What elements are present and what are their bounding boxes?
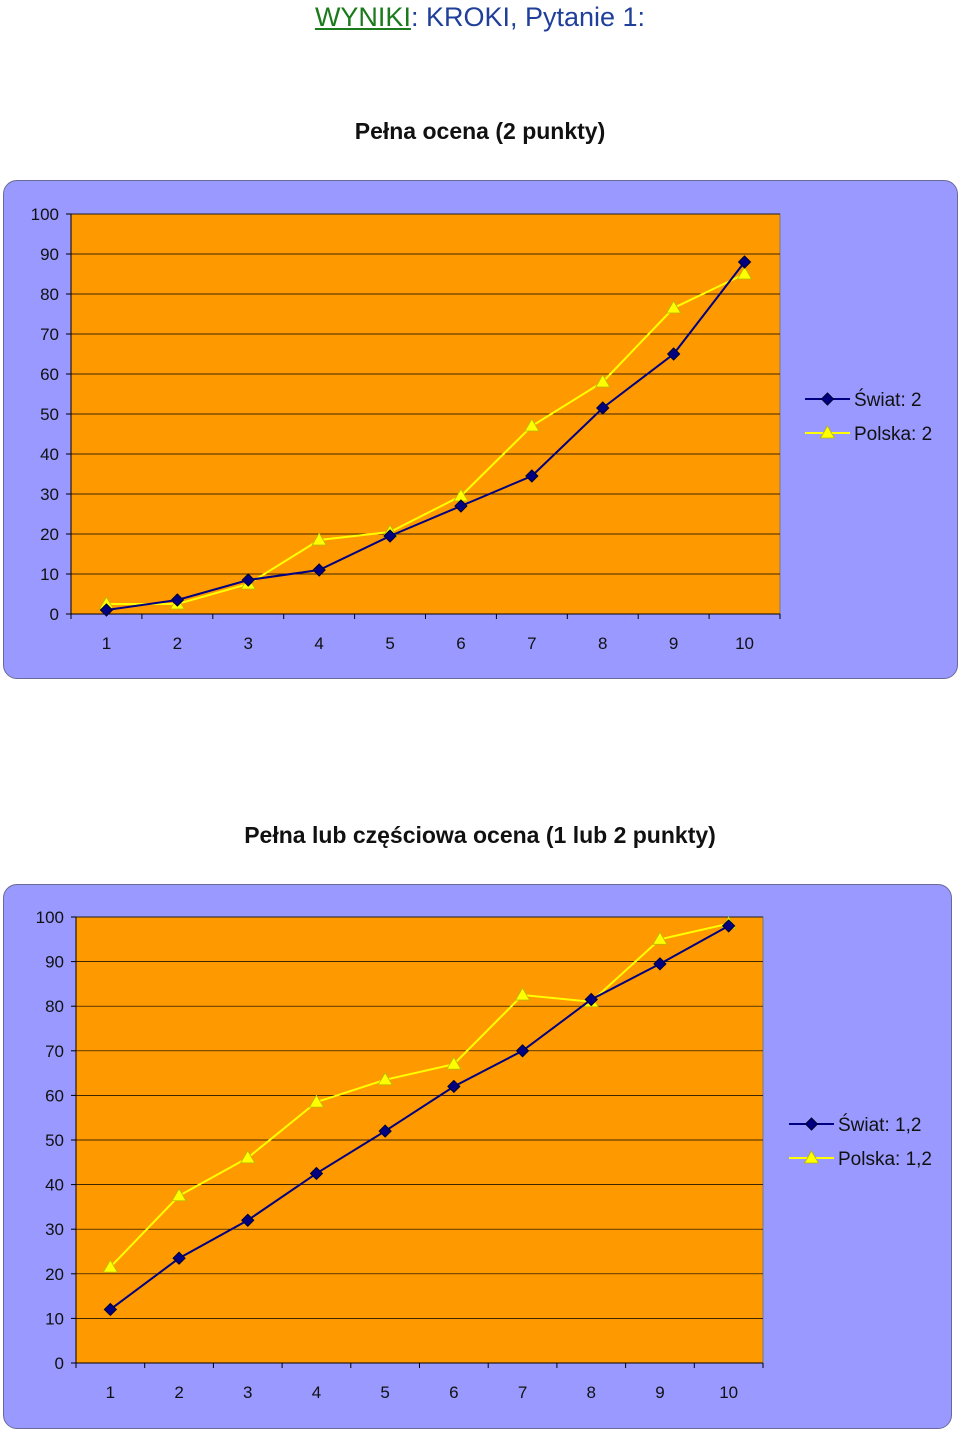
legend-marker-swiat <box>804 1117 819 1131</box>
x-tick-label: 6 <box>449 1383 458 1402</box>
data-point-polska <box>595 374 611 388</box>
data-point-polska <box>311 532 327 546</box>
legend-marker-polska <box>803 1150 820 1164</box>
data-point-swiat <box>721 919 736 933</box>
y-tick-label: 60 <box>45 1086 64 1105</box>
x-tick-label: 10 <box>735 634 754 653</box>
legend-label: Świat: 1,2 <box>838 1114 921 1136</box>
x-tick-label: 3 <box>243 1383 252 1402</box>
y-tick-label: 50 <box>40 405 59 424</box>
data-point-polska <box>171 1187 187 1202</box>
legend-marker-swiat <box>820 392 835 406</box>
data-point-swiat <box>172 1251 186 1265</box>
y-tick-label: 70 <box>40 325 59 344</box>
data-point-polska <box>377 1071 393 1086</box>
y-tick-label: 20 <box>40 525 59 544</box>
x-tick-label: 9 <box>655 1383 664 1402</box>
data-point-swiat <box>241 573 255 587</box>
heading-highlight: WYNIKI <box>314 2 411 32</box>
data-point-swiat <box>241 1213 255 1227</box>
heading-rest: : KROKI, Pytanie 1: <box>410 2 646 32</box>
y-tick-label: 30 <box>40 485 59 504</box>
data-point-swiat <box>666 347 681 361</box>
x-tick-label: 2 <box>173 634 182 653</box>
x-tick-label: 5 <box>380 1383 389 1402</box>
data-point-polska <box>524 418 540 432</box>
data-point-polska <box>446 1056 462 1070</box>
data-point-swiat <box>170 593 185 607</box>
y-tick-label: 80 <box>40 285 59 304</box>
y-tick-label: 30 <box>45 1220 64 1239</box>
x-tick-label: 4 <box>312 1383 321 1402</box>
data-point-polska <box>665 300 682 314</box>
chart-1: 0 10 20 30 40 50 60 70 80 90 100 1 2 3 4 5 6 7 8 9 10 Świat: … <box>31 205 933 653</box>
data-point-swiat <box>378 1124 392 1138</box>
y-tick-label: 80 <box>45 997 64 1016</box>
data-point-swiat <box>309 1166 324 1181</box>
x-tick-label: 8 <box>587 1383 596 1402</box>
data-point-polska <box>514 987 531 1001</box>
y-tick-label: 100 <box>31 205 59 224</box>
data-point-polska <box>240 1150 256 1164</box>
x-tick-label: 8 <box>598 634 607 653</box>
x-tick-label: 9 <box>669 634 678 653</box>
y-tick-label: 70 <box>45 1042 64 1061</box>
x-tick-label: 1 <box>106 1383 115 1402</box>
series-line-polska <box>109 922 729 1268</box>
x-tick-label: 2 <box>174 1383 183 1402</box>
x-tick-label: 7 <box>527 634 536 653</box>
y-tick-label: 0 <box>50 605 59 624</box>
data-point-swiat <box>653 957 667 971</box>
legend-marker-polska <box>819 425 836 439</box>
x-tick-label: 5 <box>385 634 394 653</box>
y-tick-label: 90 <box>40 245 59 264</box>
series-line-swiat <box>109 925 730 1311</box>
y-tick-label: 40 <box>45 1176 64 1195</box>
legend-label: Polska: 2 <box>854 424 932 445</box>
x-tick-label: 1 <box>102 634 111 653</box>
data-point-polska <box>102 1259 119 1273</box>
data-point-swiat <box>99 603 114 617</box>
data-point-swiat <box>454 499 468 513</box>
page-heading: WYNIKI: KROKI, Pytanie 1: <box>0 2 960 33</box>
data-point-swiat <box>447 1079 461 1094</box>
y-tick-label: 10 <box>45 1309 64 1328</box>
data-point-swiat <box>596 401 610 415</box>
x-tick-label: 3 <box>244 634 253 653</box>
y-tick-label: 10 <box>40 565 59 584</box>
x-tick-label: 6 <box>456 634 465 653</box>
data-point-swiat <box>103 1302 118 1317</box>
x-tick-label: 7 <box>518 1383 527 1402</box>
y-tick-label: 100 <box>36 908 64 927</box>
y-tick-label: 90 <box>45 953 64 972</box>
x-tick-label: 4 <box>314 634 323 653</box>
data-point-polska <box>736 266 753 280</box>
data-point-swiat <box>584 992 598 1007</box>
data-point-swiat <box>525 469 539 483</box>
chart-1-title: Pełna ocena (2 punkty) <box>354 118 606 144</box>
y-tick-label: 0 <box>55 1354 64 1373</box>
y-tick-label: 50 <box>45 1131 64 1150</box>
data-point-swiat <box>383 529 397 543</box>
data-point-swiat <box>312 563 326 577</box>
data-point-polska <box>308 1094 325 1108</box>
data-point-swiat <box>515 1044 530 1058</box>
legend-label: Polska: 1,2 <box>838 1149 932 1170</box>
data-point-swiat <box>737 255 752 269</box>
legend-label: Świat: 2 <box>854 389 922 411</box>
y-tick-label: 60 <box>40 365 59 384</box>
y-tick-label: 20 <box>45 1265 64 1284</box>
data-point-polska <box>652 931 668 945</box>
chart-2-title: Pełna lub częściowa ocena (1 lub 2 punkt… <box>244 822 716 848</box>
series-line-swiat <box>106 261 746 611</box>
series-line-polska <box>106 273 745 605</box>
x-tick-label: 10 <box>719 1383 738 1402</box>
y-tick-label: 40 <box>40 445 59 464</box>
